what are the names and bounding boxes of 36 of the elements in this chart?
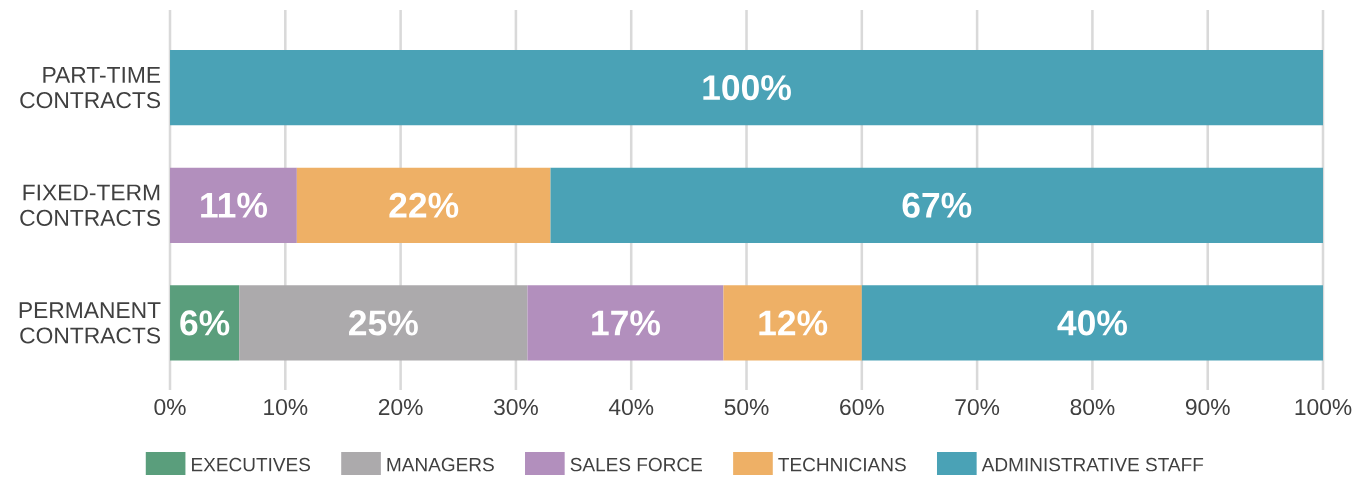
data-label: 25% [349,310,418,336]
bar [723,285,862,361]
bar [296,167,551,243]
x-tick-label: 80% [1070,398,1115,416]
bar [527,285,724,361]
data-label: 22% [389,192,459,218]
x-tick-label: 70% [955,398,1000,416]
data-label: 100% [703,75,791,101]
legend-label: TECHNICIANS [778,457,906,472]
x-tick-label: 90% [1185,398,1230,416]
y-tick-label: PERMANENT CONTRACTS [19,302,161,344]
x-tick-label: 10% [264,398,308,416]
data-label: 40% [1057,310,1127,336]
x-tick-label: 40% [608,398,654,416]
legend-label: SALES FORCE [570,457,702,472]
y-tick-label: PART-TIME CONTRACTS [20,67,161,109]
bar [550,167,1324,243]
legend-label: EXECUTIVES [192,457,311,472]
bar [170,167,297,243]
data-label: 17% [592,310,660,336]
x-tick-label: 100% [1295,398,1352,416]
x-tick-label: 20% [378,398,423,416]
x-tick-label: 30% [493,398,538,416]
y-tick-label: FIXED-TERM CONTRACTS [20,184,161,226]
data-label: 12% [759,310,828,336]
legend-label: ADMINISTRATIVE STAFF [981,457,1204,472]
x-tick-label: 60% [840,398,884,416]
legend-label: MANAGERS [387,457,494,472]
x-tick-label: 50% [724,398,769,416]
data-label: 11% [201,192,268,218]
data-label: 67% [902,192,972,218]
x-tick-label: 0% [154,398,186,416]
data-label: 6% [180,310,230,336]
bar [239,285,528,361]
bar [170,50,1324,126]
bar [861,285,1324,361]
